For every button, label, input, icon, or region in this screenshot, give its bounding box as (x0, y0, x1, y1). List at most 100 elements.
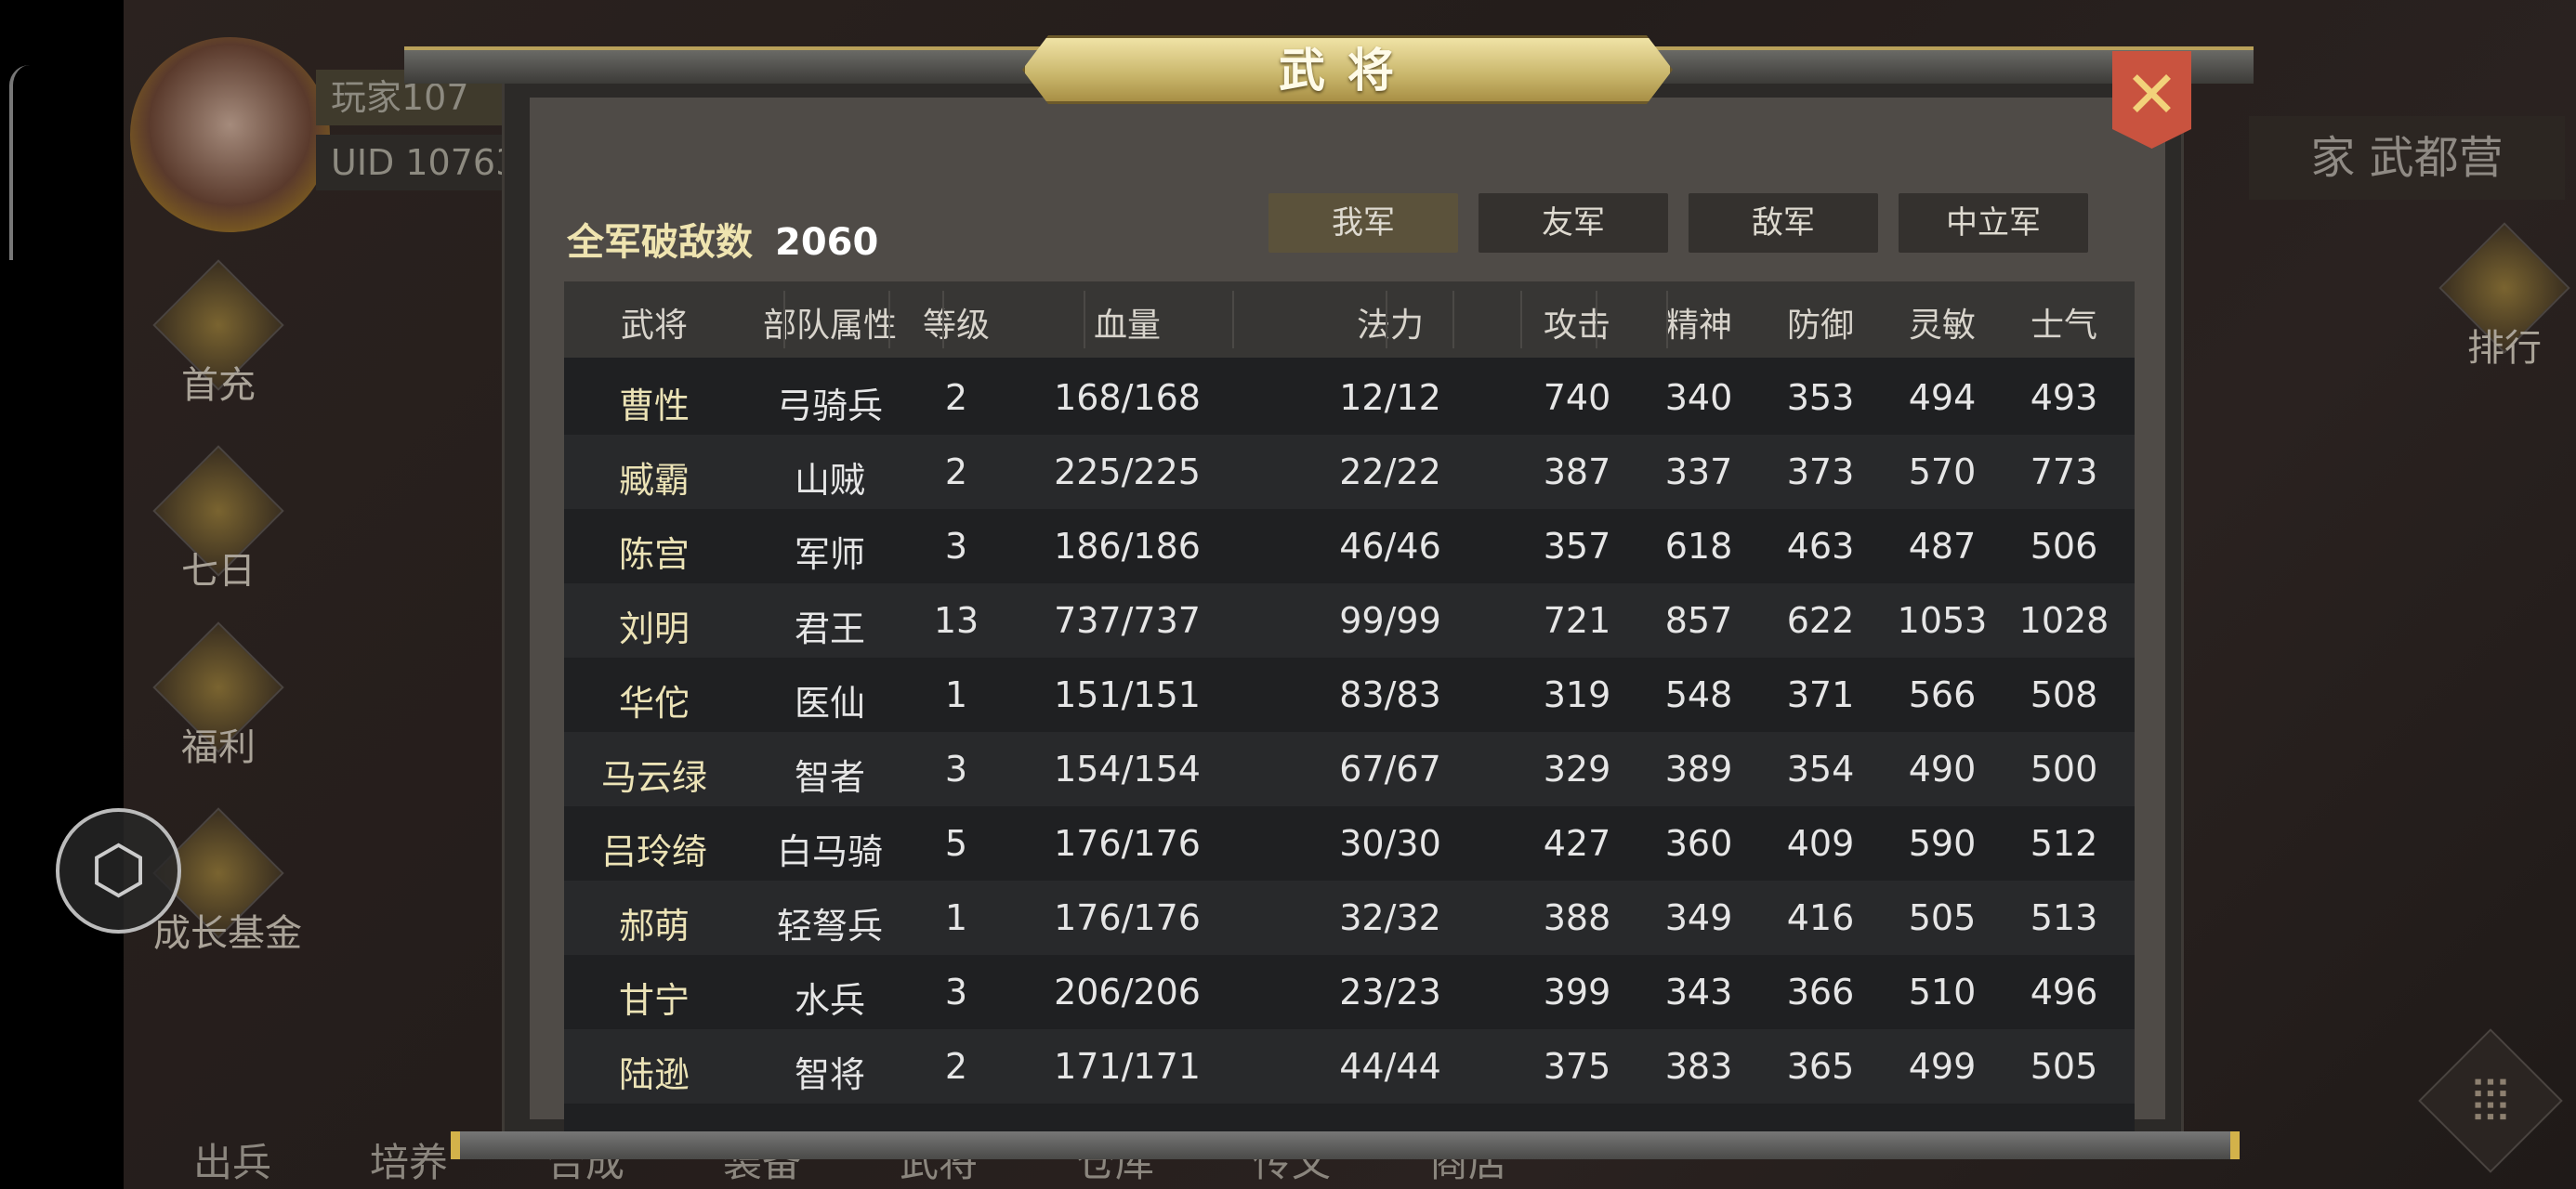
first-recharge-button[interactable]: 首充 (149, 259, 288, 409)
level-cell: 2 (944, 451, 968, 492)
level-cell: 1 (944, 674, 968, 715)
general-name-cell: 臧霸 (618, 460, 690, 501)
first-recharge-label: 首充 (181, 364, 256, 407)
column-header: 士气 (2030, 307, 2098, 345)
agility-cell: 1053 (1897, 600, 1988, 641)
general-name-cell: 甘宁 (618, 980, 690, 1021)
close-x-icon: ✕ (2124, 57, 2179, 133)
mp-cell: 23/23 (1339, 972, 1441, 1013)
column-header: 防御 (1786, 307, 1855, 345)
attack-cell: 721 (1543, 600, 1611, 641)
agility-cell: 590 (1908, 823, 1977, 864)
table-row[interactable]: 甘宁 水兵 3 206/206 23/23 399 343 366 510 496 (564, 955, 2135, 1029)
tab-enemy-army[interactable]: 敌军 (1689, 193, 1878, 253)
ranking-label: 排行 (2467, 327, 2542, 370)
defense-cell: 463 (1786, 526, 1855, 567)
attack-cell: 399 (1543, 972, 1611, 1013)
general-name-cell: 刘明 (618, 608, 690, 649)
agility-cell: 490 (1908, 749, 1977, 790)
hp-cell: 186/186 (1054, 526, 1201, 567)
tab-my-army[interactable]: 我军 (1268, 193, 1458, 253)
attack-cell: 388 (1543, 897, 1611, 938)
column-header: 精神 (1664, 307, 1733, 345)
hp-cell: 737/737 (1054, 600, 1201, 641)
close-button[interactable]: ✕ (2112, 51, 2191, 149)
morale-cell: 508 (2030, 674, 2098, 715)
attack-cell: 375 (1543, 1046, 1611, 1087)
defense-cell: 373 (1786, 451, 1855, 492)
table-header: 武将 部队属性 等级 血量 法力 攻击 精神 防御 灵敏 士气 (564, 281, 2135, 358)
troop-type-cell: 水兵 (794, 980, 866, 1021)
bottom-nav-item[interactable]: 出兵 (192, 1140, 271, 1185)
defense-cell: 416 (1786, 897, 1855, 938)
player-avatar[interactable] (130, 37, 330, 232)
column-divider (1452, 291, 1454, 348)
welfare-label: 福利 (181, 726, 256, 769)
spirit-cell: 389 (1664, 749, 1733, 790)
level-cell: 2 (944, 1046, 968, 1087)
level-cell: 13 (933, 600, 979, 641)
welfare-button[interactable]: 福利 (149, 621, 288, 771)
hp-cell: 176/176 (1054, 897, 1201, 938)
hp-cell: 154/154 (1054, 749, 1201, 790)
bottom-nav-item[interactable]: 培养 (369, 1140, 448, 1185)
column-divider (783, 291, 785, 348)
troop-type-cell: 君王 (794, 608, 866, 649)
agility-cell: 570 (1908, 451, 1977, 492)
morale-cell: 773 (2030, 451, 2098, 492)
mp-cell: 30/30 (1339, 823, 1441, 864)
hp-cell: 176/176 (1054, 823, 1201, 864)
spirit-cell: 340 (1664, 377, 1733, 418)
troop-type-cell: 山贼 (794, 460, 866, 501)
spirit-cell: 548 (1664, 674, 1733, 715)
table-row[interactable]: 马云绿 智者 3 154/154 67/67 329 389 354 490 500 (564, 732, 2135, 806)
column-divider (1596, 291, 1597, 348)
defense-cell: 365 (1786, 1046, 1855, 1087)
ranking-button[interactable]: 排行 (2435, 222, 2574, 372)
hp-cell: 151/151 (1054, 674, 1201, 715)
tab-allied-army[interactable]: 友军 (1479, 193, 1668, 253)
cube-floating-icon[interactable]: ⬡ (56, 808, 181, 934)
column-header: 武将 (620, 307, 689, 345)
table-row[interactable]: 刘明 君王 13 737/737 99/99 721 857 622 1053 1028 (564, 583, 2135, 658)
column-divider (942, 291, 944, 348)
table-row[interactable]: 陆逊 智将 2 171/171 44/44 375 383 365 499 505 (564, 1029, 2135, 1104)
level-cell: 3 (944, 972, 968, 1013)
column-divider (1232, 291, 1234, 348)
table-row[interactable]: 华佗 医仙 1 151/151 83/83 319 548 371 566 508 (564, 658, 2135, 732)
table-row[interactable]: 臧霸 山贼 2 225/225 22/22 387 337 373 570 773 (564, 435, 2135, 509)
general-name-cell: 曹性 (618, 385, 690, 426)
seven-days-button[interactable]: 七日 (149, 445, 288, 594)
level-cell: 1 (944, 897, 968, 938)
defense-cell: 622 (1786, 600, 1855, 641)
general-name-cell: 陈宫 (618, 534, 690, 575)
table-row[interactable]: 吕玲绮 白马骑 5 176/176 30/30 427 360 409 590 512 (564, 806, 2135, 881)
table-row[interactable]: 郝萌 轻弩兵 1 176/176 32/32 388 349 416 505 513 (564, 881, 2135, 955)
growth-fund-button[interactable]: 成长基金 (149, 807, 307, 957)
column-divider (888, 291, 890, 348)
table-row[interactable]: 陈宫 军师 3 186/186 46/46 357 618 463 487 506 (564, 509, 2135, 583)
mp-cell: 12/12 (1339, 377, 1441, 418)
spirit-cell: 857 (1664, 600, 1733, 641)
tab-neutral-army[interactable]: 中立军 (1899, 193, 2088, 253)
defense-cell: 353 (1786, 377, 1855, 418)
attack-cell: 319 (1543, 674, 1611, 715)
table-row[interactable]: 曹性 弓骑兵 2 168/168 12/12 740 340 353 494 493 (564, 360, 2135, 435)
agility-cell: 487 (1908, 526, 1977, 567)
level-cell: 3 (944, 749, 968, 790)
column-header: 法力 (1356, 307, 1425, 345)
column-header: 血量 (1093, 307, 1162, 345)
mp-cell: 44/44 (1339, 1046, 1441, 1087)
mp-cell: 83/83 (1339, 674, 1441, 715)
column-divider (1520, 291, 1522, 348)
hp-cell: 225/225 (1054, 451, 1201, 492)
agility-cell: 494 (1908, 377, 1977, 418)
kills-value: 2060 (775, 221, 879, 264)
generals-table: 武将 部队属性 等级 血量 法力 攻击 精神 防御 灵敏 士气 曹性 弓骑兵 2 168/168 12/1… (564, 281, 2135, 1131)
level-cell: 2 (944, 377, 968, 418)
hp-cell: 171/171 (1054, 1046, 1201, 1087)
defense-cell: 409 (1786, 823, 1855, 864)
location-title: 家 武都营 (2249, 116, 2565, 200)
troop-type-cell: 白马骑 (776, 831, 884, 872)
morale-cell: 506 (2030, 526, 2098, 567)
